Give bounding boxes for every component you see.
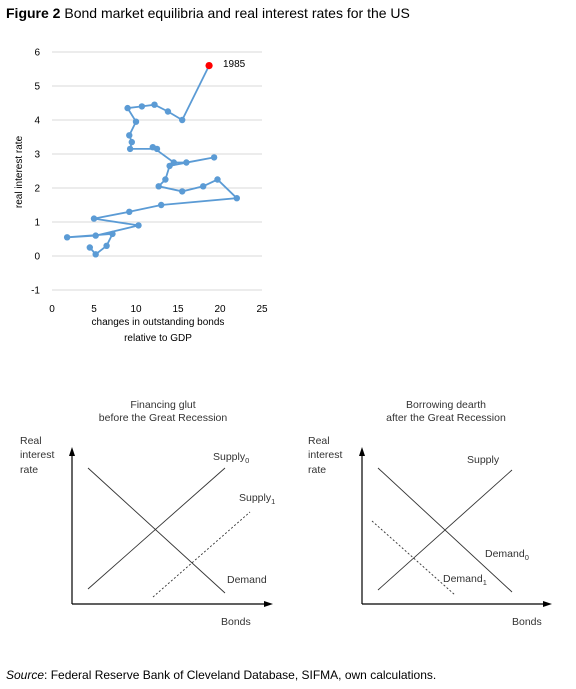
data-point	[166, 162, 173, 170]
series-line	[67, 65, 239, 256]
data-point	[63, 234, 71, 241]
supply0-subscript: 0	[245, 456, 249, 465]
y-axis-arrow	[359, 447, 365, 456]
y-label-line1: Real	[308, 435, 330, 447]
data-point	[92, 232, 99, 239]
data-point	[124, 104, 131, 112]
data-point	[200, 183, 207, 190]
chart-grid	[52, 51, 262, 291]
data-point	[210, 154, 218, 161]
x-tick-label: 20	[214, 304, 226, 315]
x-tick-label: 25	[256, 304, 268, 315]
x-label: Bonds	[512, 616, 542, 628]
y-axis-label: real interest rate	[14, 135, 25, 208]
annotation-1985: 1985	[223, 59, 246, 70]
supply0-line	[87, 467, 226, 590]
y-tick-label: 4	[34, 116, 40, 127]
figure-title: Figure 2 Bond market equilibria and real…	[6, 5, 410, 21]
supply1-line	[152, 511, 251, 598]
financing-glut-diagram: Financing glut before the Great Recessio…	[20, 399, 275, 628]
data-point	[151, 101, 158, 108]
source-text: : Federal Reserve Bank of Cleveland Data…	[44, 668, 437, 682]
y-tick-label: -1	[31, 286, 40, 297]
demand-line	[87, 467, 226, 594]
x-label: Bonds	[221, 616, 251, 628]
demand1-line	[371, 520, 456, 596]
supply1-label-text: Supply	[239, 492, 272, 504]
data-point	[214, 176, 221, 183]
demand0-label: Demand0	[485, 548, 529, 562]
x-tick-labels: 0 5 10 15 20 25	[49, 304, 268, 315]
data-point	[103, 242, 110, 249]
data-point	[90, 215, 98, 222]
y-tick-label: 1	[34, 218, 40, 229]
y-label-line2: interest	[20, 449, 55, 461]
source-label: Source	[6, 668, 45, 682]
diagram-title-line2: after the Great Recession	[386, 412, 506, 424]
supply0-label-text: Supply	[213, 451, 246, 463]
supply1-subscript: 1	[271, 497, 275, 506]
x-tick-label: 15	[172, 304, 184, 315]
data-point	[86, 244, 94, 251]
x-tick-label: 10	[130, 304, 142, 315]
data-point	[128, 138, 135, 146]
y-tick-labels: -1 0 1 2 3 4 5 6	[31, 48, 40, 297]
data-point	[132, 118, 140, 125]
data-point	[233, 195, 240, 202]
data-point	[92, 251, 99, 258]
supply1-label: Supply1	[239, 492, 275, 506]
data-point	[162, 176, 169, 183]
y-label-line3: rate	[20, 464, 38, 476]
data-point	[179, 116, 186, 124]
data-point	[135, 222, 142, 229]
demand0-label-text: Demand	[485, 548, 525, 560]
y-tick-label: 0	[34, 252, 40, 263]
diagram-title-line1: Borrowing dearth	[406, 399, 486, 411]
demand0-subscript: 0	[525, 553, 529, 562]
y-axis-arrow	[69, 447, 75, 456]
x-tick-label: 5	[91, 304, 97, 315]
source-note: Source: Federal Reserve Bank of Clevelan…	[6, 668, 436, 682]
data-point	[109, 230, 116, 238]
demand1-label: Demand1	[443, 573, 487, 587]
supply0-label: Supply0	[213, 451, 249, 465]
data-point	[126, 208, 133, 215]
y-tick-label: 5	[34, 82, 40, 93]
demand-label: Demand	[227, 574, 267, 586]
highlight-point-1985	[205, 62, 213, 70]
y-label-line2: interest	[308, 449, 343, 461]
data-point	[158, 201, 165, 209]
x-tick-label: 0	[49, 304, 55, 315]
data-point	[164, 108, 172, 115]
y-label-line1: Real	[20, 435, 42, 447]
x-axis-arrow	[264, 601, 273, 607]
scatter-line-chart: -1 0 1 2 3 4 5 6 0 5 10 15 20 25 1985 real interest …	[14, 48, 268, 345]
x-axis-arrow	[543, 601, 552, 607]
demand1-label-text: Demand	[443, 573, 483, 585]
figure-title-text: Bond market equilibria and real interest…	[64, 5, 410, 21]
data-point	[179, 188, 186, 195]
y-label-line3: rate	[308, 464, 326, 476]
data-point	[155, 183, 162, 190]
demand1-subscript: 1	[483, 578, 487, 587]
data-point	[138, 103, 146, 110]
series-points	[63, 62, 240, 258]
data-point	[126, 132, 133, 139]
data-point	[149, 144, 156, 151]
supply-label: Supply	[467, 454, 500, 466]
borrowing-dearth-diagram: Borrowing dearth after the Great Recessi…	[308, 399, 552, 628]
x-axis-label-line2: relative to GDP	[124, 333, 192, 344]
diagram-title-line1: Financing glut	[130, 399, 195, 411]
x-axis-label-line1: changes in outstanding bonds	[92, 317, 225, 328]
diagram-title-line2: before the Great Recession	[99, 412, 228, 424]
y-tick-label: 2	[34, 184, 40, 195]
data-point	[126, 145, 134, 153]
data-point	[183, 159, 190, 166]
y-tick-label: 6	[34, 48, 40, 59]
demand0-line	[377, 467, 513, 593]
y-tick-label: 3	[34, 150, 40, 161]
figure-label: Figure 2	[6, 5, 61, 21]
